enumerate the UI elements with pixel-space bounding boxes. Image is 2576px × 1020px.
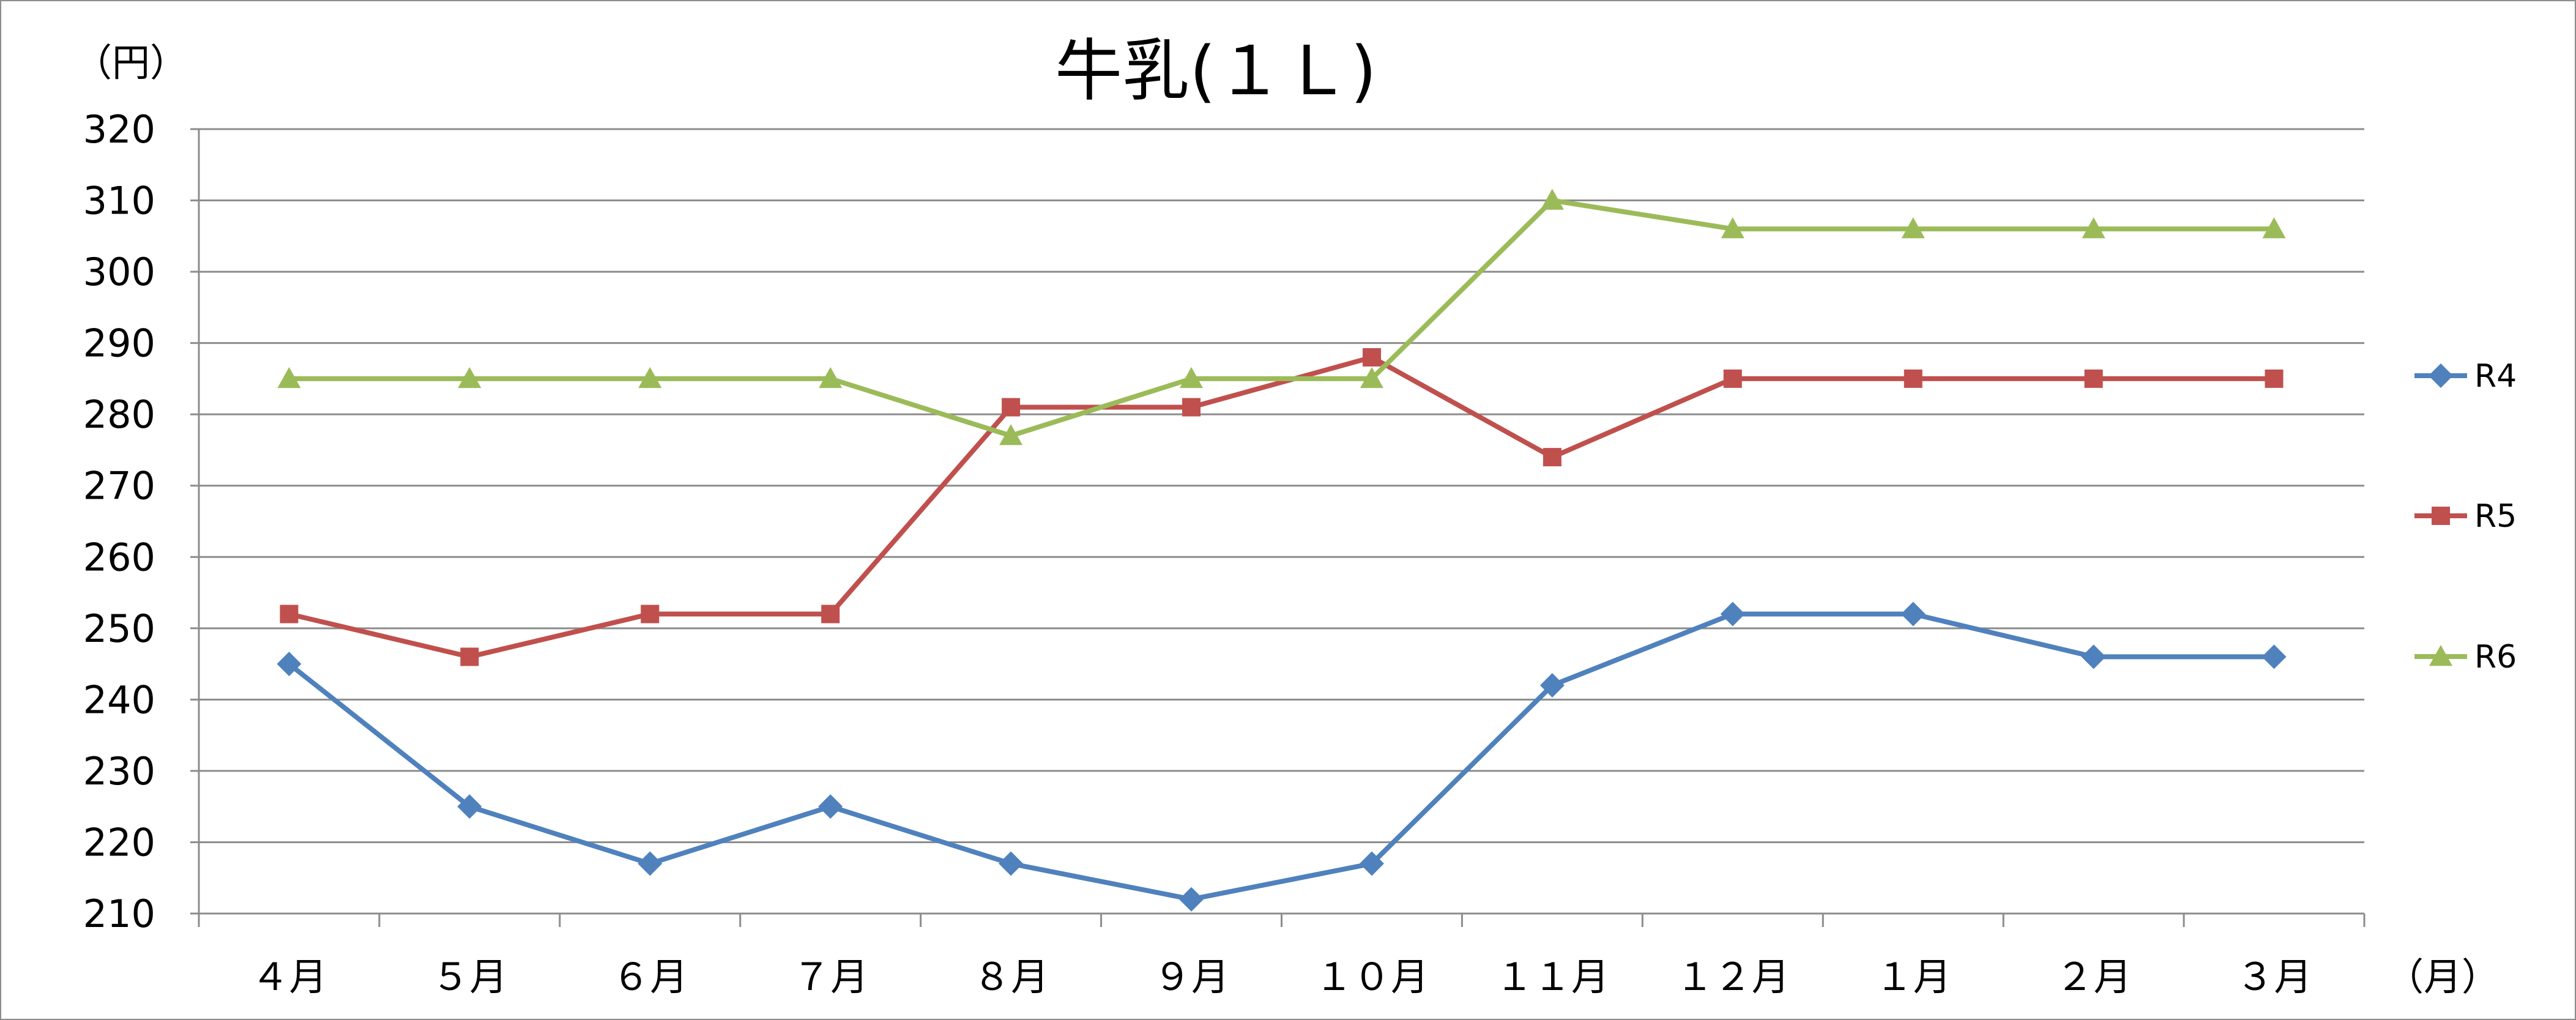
x-tick-label: １２月 (1676, 955, 1790, 999)
x-tick-label: ７月 (792, 955, 868, 999)
data-point-r6 (819, 367, 843, 389)
legend-label: R5 (2474, 498, 2517, 535)
y-tick-label: 310 (83, 179, 155, 223)
data-point-r5 (1543, 448, 1562, 467)
x-tick-label: ３月 (2236, 955, 2312, 999)
legend-label: R4 (2474, 358, 2517, 395)
x-tick-label: ９月 (1153, 955, 1229, 999)
y-tick-label: 260 (83, 535, 155, 579)
legend-marker-r5 (2432, 507, 2450, 525)
x-tick-label: ５月 (431, 955, 507, 999)
x-tick-label: １１月 (1495, 955, 1609, 999)
y-tick-label: 270 (83, 464, 155, 508)
data-point-r4 (1539, 673, 1565, 698)
data-point-r4 (999, 851, 1024, 876)
data-point-r4 (2081, 644, 2106, 669)
y-tick-label: 210 (83, 892, 155, 936)
data-point-r4 (1900, 601, 1926, 627)
data-point-r5 (2084, 369, 2103, 388)
legend-item-r4: R4 (2414, 358, 2517, 395)
y-tick-label: 220 (83, 820, 155, 865)
data-point-r5 (280, 605, 299, 624)
y-tick-label: 300 (83, 250, 155, 294)
data-point-r5 (1002, 398, 1021, 417)
legend-item-r6: R6 (2414, 639, 2517, 676)
data-point-r4 (818, 794, 843, 819)
data-point-r6 (1360, 367, 1383, 389)
data-point-r6 (999, 424, 1023, 445)
data-point-r5 (1182, 398, 1201, 417)
x-tick-label: ６月 (612, 955, 688, 999)
data-point-r5 (641, 605, 660, 624)
x-tick-label: ８月 (973, 955, 1049, 999)
y-axis-unit-label: （円） (74, 40, 188, 85)
y-tick-label: 280 (83, 392, 155, 437)
data-point-r5 (1904, 369, 1923, 388)
x-tick-label: １月 (1875, 955, 1951, 999)
data-point-r6 (1180, 367, 1204, 389)
legend-item-r5: R5 (2414, 498, 2517, 535)
x-tick-label: １０月 (1315, 955, 1429, 999)
series-lines (286, 198, 2277, 902)
series-line-r4 (286, 611, 2277, 902)
data-point-r6 (2262, 217, 2286, 239)
y-tick-label: 230 (83, 749, 155, 794)
x-tick-label: ２月 (2056, 955, 2132, 999)
series-line-r6 (286, 198, 2277, 439)
data-point-r4 (2261, 644, 2287, 669)
y-tick-label: 290 (83, 321, 155, 366)
data-point-r5 (821, 605, 840, 624)
data-point-r4 (457, 794, 482, 819)
legend-marker-r6 (2429, 645, 2452, 666)
legend-label: R6 (2474, 639, 2517, 676)
data-point-r6 (277, 367, 301, 389)
data-point-r6 (1901, 217, 1925, 239)
data-point-r5 (460, 647, 479, 666)
series-markers (277, 188, 2287, 912)
series-line-r5 (286, 354, 2277, 660)
data-point-r5 (2265, 369, 2284, 388)
legend: R4 R5 R6 (2414, 358, 2517, 676)
data-point-r6 (2082, 217, 2105, 239)
gridlines (199, 128, 2364, 843)
y-tick-label: 320 (83, 107, 155, 152)
legend-marker-r4 (2429, 363, 2453, 388)
y-tick-label: 240 (83, 677, 155, 722)
data-point-r4 (1179, 887, 1204, 912)
data-point-r4 (1720, 601, 1745, 627)
data-point-r6 (638, 367, 662, 389)
chart-title: 牛乳(１Ｌ) (1055, 32, 1377, 110)
x-tick-label: ４月 (251, 955, 327, 999)
data-point-r6 (458, 367, 482, 389)
tick-labels: 210 220 230 240 250 260 270 280 290 300 310 320 ４月 ５月… (83, 107, 2312, 999)
x-axis-unit-label: （月） (2386, 955, 2500, 999)
data-point-r6 (1721, 217, 1744, 239)
data-point-r5 (1723, 369, 1742, 388)
axes (190, 128, 2366, 927)
data-point-r4 (277, 652, 302, 677)
y-tick-label: 250 (83, 606, 155, 651)
data-point-r4 (638, 851, 663, 876)
data-point-r6 (1540, 188, 1564, 210)
data-point-r5 (1362, 348, 1381, 367)
data-point-r4 (1359, 851, 1384, 876)
